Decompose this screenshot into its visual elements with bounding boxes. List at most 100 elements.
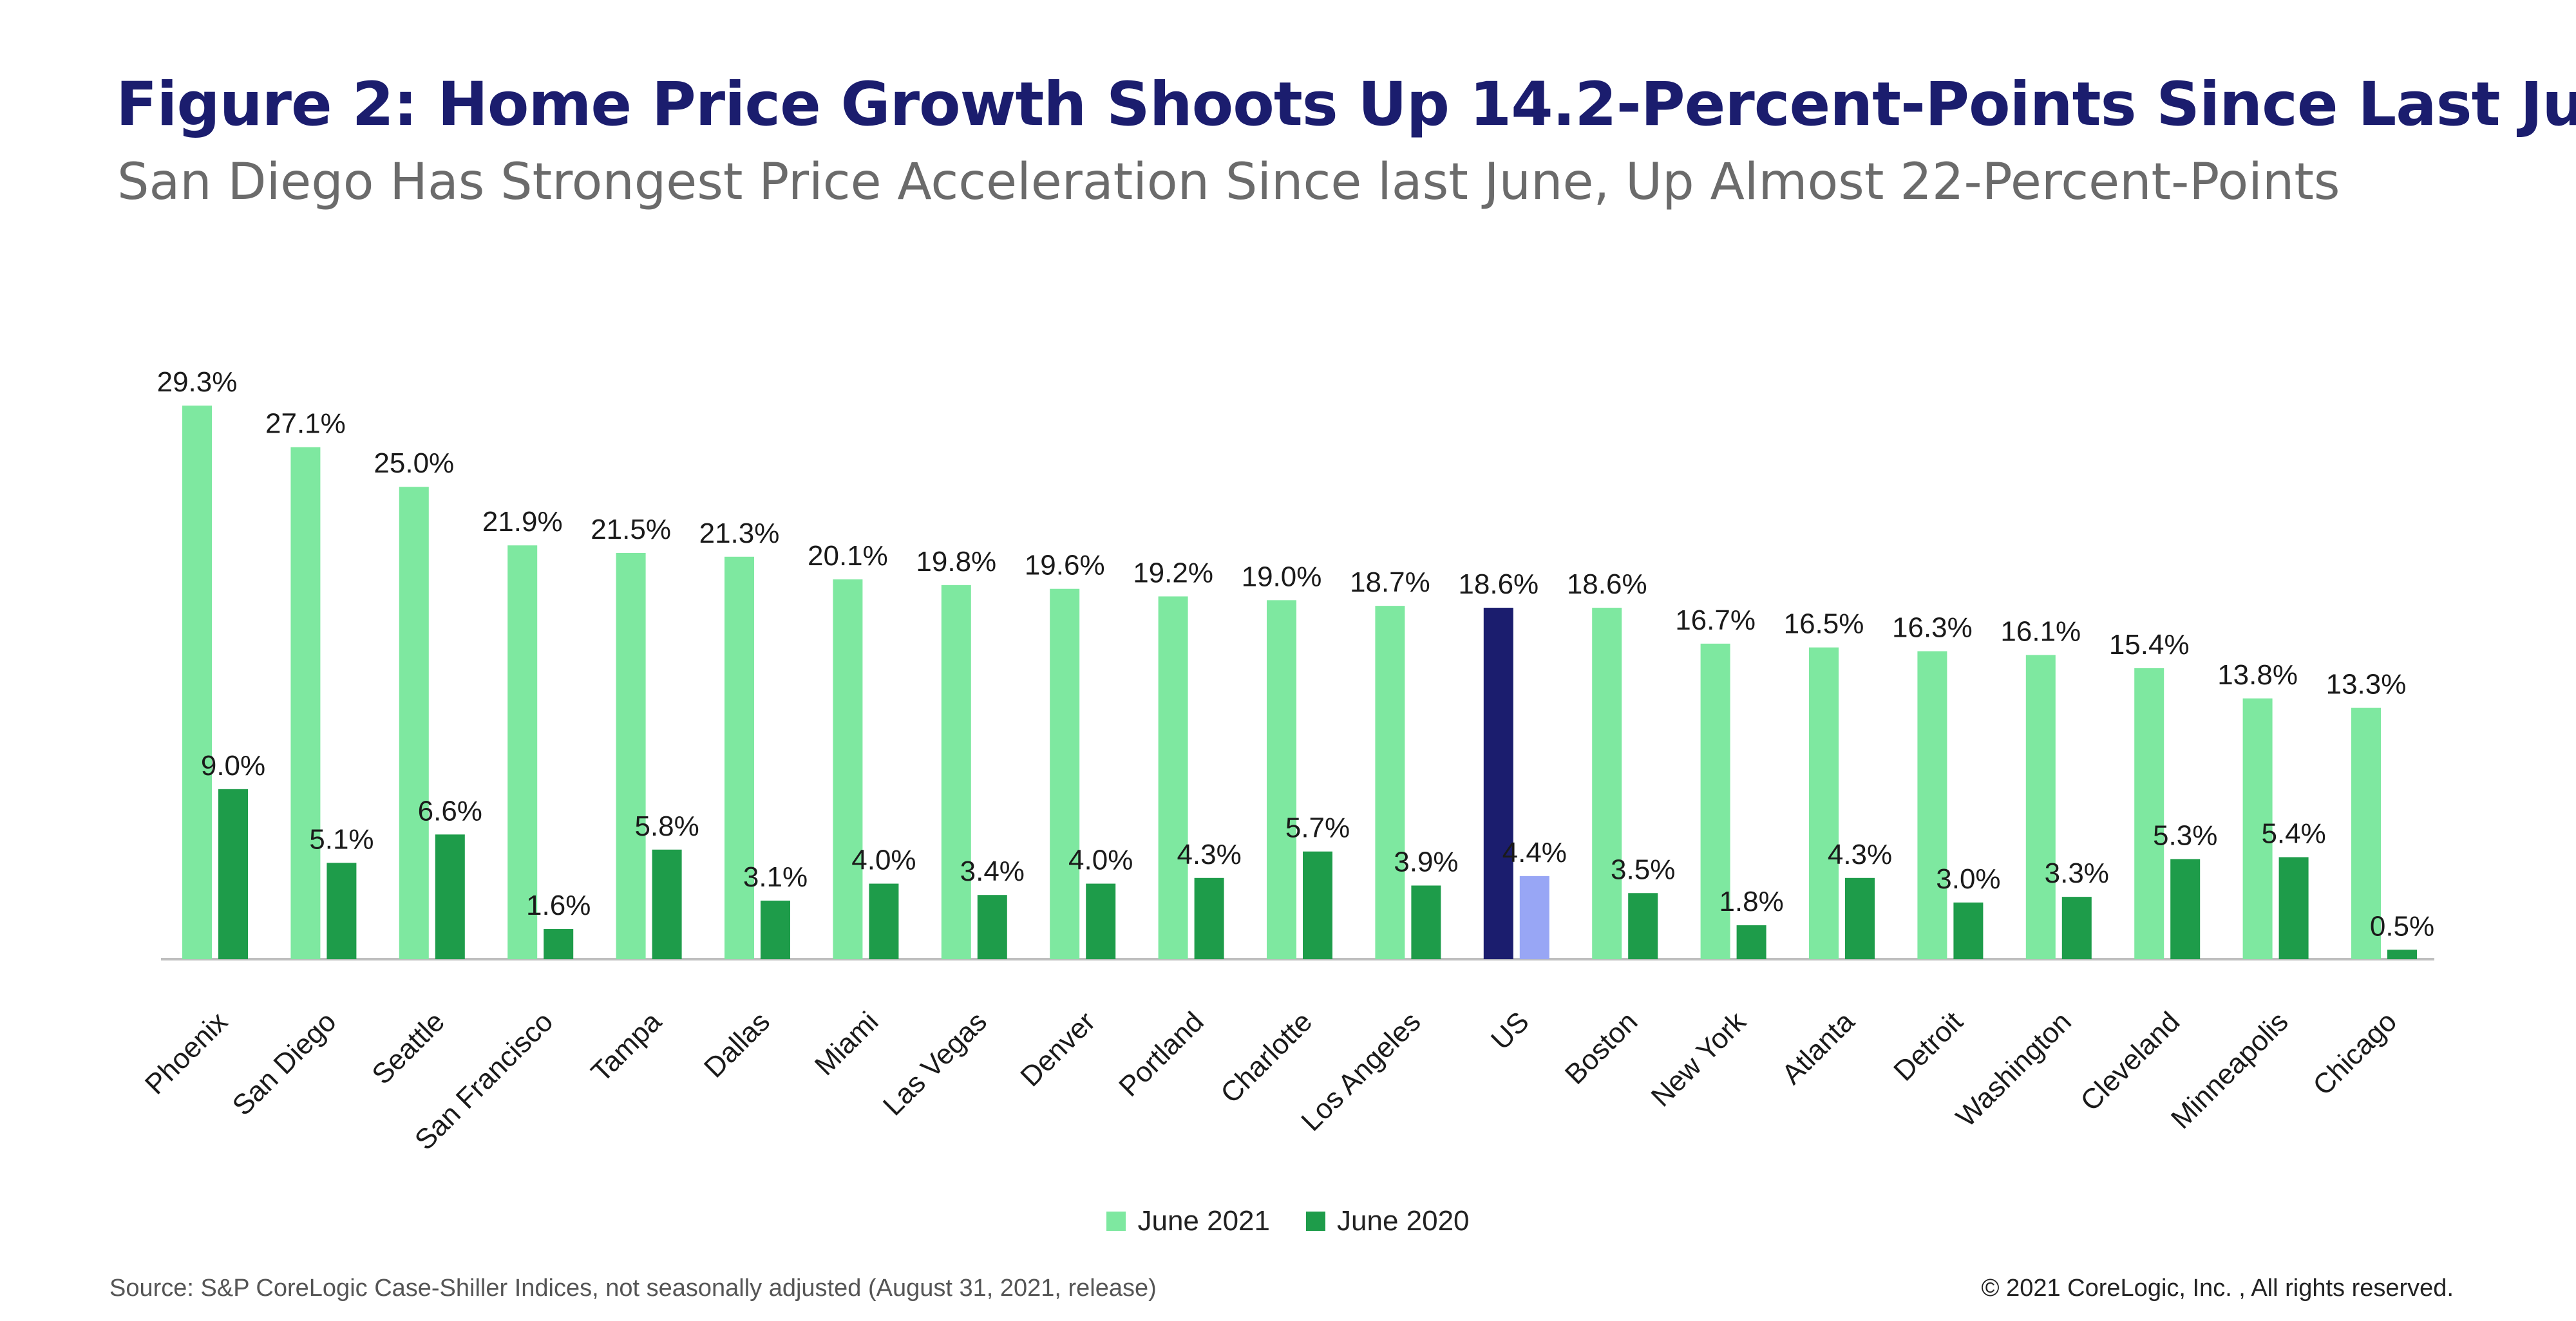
bar-june-2021-atlanta	[1809, 647, 1839, 959]
data-label-june-2021-new-york: 16.7%	[1675, 604, 1756, 636]
data-label-june-2020-denver: 4.0%	[1068, 845, 1133, 876]
bar-june-2020-washington	[2061, 897, 2092, 959]
data-label-june-2021-charlotte: 19.0%	[1242, 561, 1322, 592]
data-label-june-2020-minneapolis: 5.4%	[2261, 818, 2325, 850]
x-tick-label-portland: Portland	[1113, 1006, 1210, 1103]
data-label-june-2020-us: 4.4%	[1502, 837, 1567, 868]
legend: June 2021 June 2020	[0, 1205, 2576, 1237]
data-label-june-2020-portland: 4.3%	[1177, 839, 1241, 870]
bar-june-2021-boston	[1592, 608, 1622, 959]
bar-june-2020-atlanta	[1845, 877, 1875, 959]
bar-june-2021-portland	[1158, 596, 1188, 959]
bar-june-2020-denver	[1086, 883, 1116, 959]
data-label-june-2020-san-francisco: 1.6%	[526, 890, 591, 921]
bar-june-2021-new-york	[1700, 643, 1730, 959]
x-tick-label-boston: Boston	[1559, 1006, 1644, 1091]
x-tick-label-washington: Washington	[1950, 1006, 2078, 1133]
legend-item-june-2020: June 2020	[1306, 1205, 1470, 1237]
bar-june-2020-portland	[1194, 877, 1224, 959]
bar-june-2021-las-vegas	[941, 585, 971, 959]
bar-june-2020-tampa	[652, 849, 682, 959]
bar-june-2020-minneapolis	[2278, 857, 2309, 959]
bar-june-2021-tampa	[616, 552, 646, 959]
x-tick-label-las-vegas: Las Vegas	[877, 1006, 993, 1121]
x-tick-label-phoenix: Phoenix	[139, 1006, 234, 1100]
x-tick-label-us: US	[1485, 1006, 1535, 1056]
bar-june-2021-cleveland	[2134, 668, 2164, 959]
bar-june-2021-denver	[1050, 588, 1080, 959]
bar-june-2021-minneapolis	[2242, 698, 2273, 959]
data-label-june-2021-miami: 20.1%	[808, 540, 888, 572]
x-tick-label-detroit: Detroit	[1888, 1006, 1969, 1087]
data-label-june-2020-dallas: 3.1%	[743, 861, 808, 893]
x-tick-label-tampa: Tampa	[585, 1006, 668, 1088]
bar-june-2021-seattle	[399, 487, 429, 959]
bar-june-2020-seattle	[435, 834, 465, 959]
copyright-note: © 2021 CoreLogic, Inc. , All rights rese…	[1981, 1275, 2454, 1302]
data-label-june-2020-charlotte: 5.7%	[1285, 812, 1350, 844]
bar-june-2020-san-diego	[327, 863, 357, 959]
bar-june-2020-cleveland	[2170, 859, 2201, 959]
data-label-june-2021-us: 18.6%	[1458, 568, 1539, 600]
chart-subtitle: San Diego Has Strongest Price Accelerati…	[117, 153, 2340, 211]
bar-june-2020-chicago	[2387, 950, 2417, 959]
bar-june-2020-los-angeles	[1411, 885, 1441, 959]
bar-june-2020-detroit	[1953, 902, 1984, 959]
x-tick-label-miami: Miami	[809, 1006, 885, 1082]
data-label-june-2021-minneapolis: 13.8%	[2217, 659, 2298, 691]
data-label-june-2021-cleveland: 15.4%	[2109, 629, 2190, 660]
bar-june-2020-san-francisco	[544, 929, 574, 959]
data-label-june-2021-tampa: 21.5%	[591, 514, 671, 545]
bar-june-2021-los-angeles	[1375, 606, 1405, 959]
bar-june-2021-washington	[2025, 655, 2056, 959]
data-label-june-2021-seattle: 25.0%	[374, 447, 454, 479]
bar-june-2020-miami	[869, 883, 899, 959]
bar-june-2021-san-francisco	[507, 545, 538, 959]
data-label-june-2020-atlanta: 4.3%	[1828, 839, 1892, 870]
x-tick-label-san-diego: San Diego	[227, 1006, 343, 1121]
bar-june-2021-dallas	[724, 556, 754, 959]
data-label-june-2020-tampa: 5.8%	[634, 810, 699, 842]
data-label-june-2021-dallas: 21.3%	[699, 518, 780, 549]
x-tick-label-chicago: Chicago	[2307, 1006, 2403, 1101]
bar-june-2021-phoenix	[182, 406, 212, 959]
data-label-june-2021-phoenix: 29.3%	[157, 366, 238, 398]
bar-june-2020-boston	[1628, 893, 1658, 959]
data-label-june-2020-san-diego: 5.1%	[309, 823, 374, 855]
data-label-june-2020-las-vegas: 3.4%	[960, 856, 1025, 887]
x-tick-label-cleveland: Cleveland	[2074, 1006, 2186, 1117]
data-label-june-2021-portland: 19.2%	[1133, 557, 1213, 588]
data-label-june-2021-las-vegas: 19.8%	[916, 546, 996, 577]
x-tick-label-new-york: New York	[1645, 1006, 1753, 1113]
x-tick-label-charlotte: Charlotte	[1215, 1006, 1318, 1109]
data-label-june-2020-phoenix: 9.0%	[201, 750, 265, 782]
data-label-june-2020-los-angeles: 3.9%	[1394, 847, 1458, 878]
data-label-june-2021-chicago: 13.3%	[2326, 669, 2407, 700]
bar-june-2020-charlotte	[1303, 851, 1332, 959]
bar-june-2021-miami	[833, 579, 863, 959]
x-tick-label-atlanta: Atlanta	[1776, 1006, 1861, 1091]
data-label-june-2021-boston: 18.6%	[1567, 568, 1647, 600]
data-label-june-2020-seattle: 6.6%	[418, 795, 482, 827]
legend-item-june-2021: June 2021	[1106, 1205, 1270, 1237]
data-label-june-2020-miami: 4.0%	[851, 845, 916, 876]
bar-june-2020-phoenix	[218, 789, 248, 959]
legend-label-june-2020: June 2020	[1337, 1205, 1470, 1237]
legend-label-june-2021: June 2021	[1137, 1205, 1270, 1237]
legend-swatch-june-2020	[1306, 1212, 1325, 1231]
data-label-june-2020-cleveland: 5.3%	[2153, 820, 2217, 851]
data-label-june-2021-washington: 16.1%	[2000, 615, 2081, 647]
bar-june-2021-us	[1483, 608, 1513, 959]
chart-title: Figure 2: Home Price Growth Shoots Up 14…	[116, 70, 2576, 140]
x-tick-label-minneapolis: Minneapolis	[2165, 1006, 2295, 1135]
legend-swatch-june-2021	[1106, 1212, 1126, 1231]
x-tick-label-denver: Denver	[1014, 1006, 1101, 1092]
data-label-june-2020-washington: 3.3%	[2045, 857, 2109, 889]
source-note: Source: S&P CoreLogic Case-Shiller Indic…	[109, 1275, 1157, 1302]
bar-june-2021-detroit	[1917, 651, 1947, 959]
data-label-june-2020-chicago: 0.5%	[2370, 910, 2434, 942]
bar-june-2021-chicago	[2351, 707, 2381, 959]
bar-june-2021-san-diego	[290, 447, 321, 959]
data-label-june-2020-new-york: 1.8%	[1719, 886, 1783, 917]
